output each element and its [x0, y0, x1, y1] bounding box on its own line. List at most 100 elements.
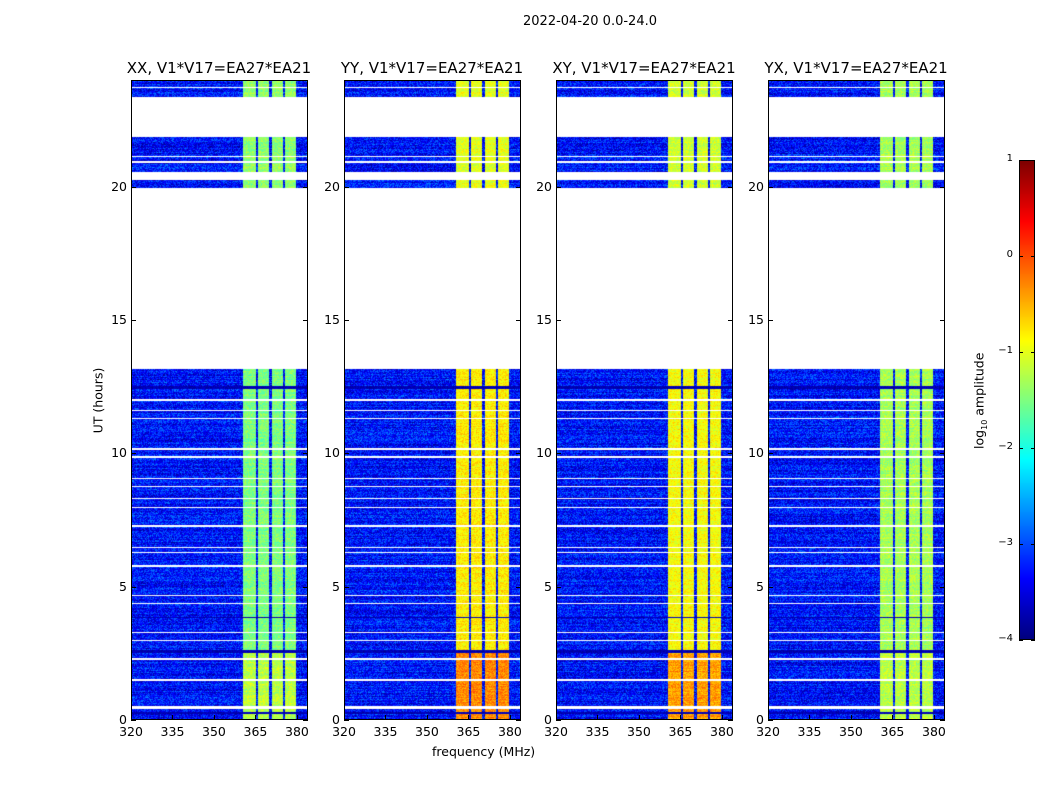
x-tick-label: 380: [285, 724, 309, 739]
y-tick-label: 10: [748, 445, 764, 461]
colorbar-label: log10 amplitude: [971, 346, 989, 456]
x-tick-label: 365: [880, 724, 905, 739]
y-tick-label: 20: [111, 178, 127, 194]
x-tick-label: 320: [544, 724, 568, 739]
y-tick-mark: [768, 320, 773, 321]
colorbar-label-base: 10: [979, 419, 989, 430]
x-tick-label: 380: [922, 724, 946, 739]
y-tick-mark: [728, 453, 733, 455]
colorbar-tick-mark: [1031, 544, 1035, 545]
y-tick-mark: [940, 720, 945, 721]
x-tick-mark: [468, 715, 470, 720]
x-tick-mark: [296, 715, 298, 720]
colorbar-tick-label: −1: [998, 345, 1013, 356]
x-tick-mark: [344, 715, 345, 720]
panel-title: YX, V1*V17=EA27*EA21: [764, 59, 948, 77]
x-tick-mark: [638, 715, 640, 720]
y-tick-label: 10: [111, 445, 127, 461]
colorbar-tick-label: −4: [998, 633, 1013, 644]
y-tick-label: 5: [332, 578, 340, 594]
y-tick-mark: [556, 720, 561, 721]
x-tick-label: 335: [797, 724, 822, 739]
y-tick-mark: [940, 453, 945, 455]
colorbar-tick-mark: [1019, 256, 1023, 257]
panel-1: [344, 80, 521, 720]
x-tick-mark: [509, 715, 511, 720]
x-tick-mark: [213, 715, 215, 720]
y-tick-mark: [728, 320, 733, 321]
panel-title: XX, V1*V17=EA27*EA21: [126, 59, 312, 77]
y-tick-mark: [556, 320, 561, 321]
colorbar-tick-mark: [1019, 544, 1023, 545]
x-tick-mark: [850, 715, 852, 720]
x-tick-mark: [426, 715, 428, 720]
x-tick-label: 365: [243, 724, 268, 739]
y-tick-mark: [768, 453, 773, 455]
y-tick-mark: [940, 186, 945, 188]
y-tick-label: 0: [756, 712, 764, 727]
x-tick-mark: [933, 715, 935, 720]
x-tick-mark: [768, 715, 769, 720]
x-tick-label: 350: [627, 724, 651, 739]
x-tick-mark: [892, 715, 894, 720]
y-tick-label: 20: [324, 178, 340, 194]
y-tick-mark: [516, 720, 521, 721]
x-tick-mark: [721, 715, 723, 720]
colorbar-tick-mark: [1019, 160, 1023, 161]
y-tick-mark: [344, 453, 349, 455]
y-tick-mark: [303, 186, 308, 188]
y-tick-mark: [940, 320, 945, 321]
x-axis-label: frequency (MHz): [432, 744, 536, 759]
y-tick-mark: [303, 720, 308, 721]
y-tick-label: 0: [544, 712, 552, 727]
x-tick-mark: [809, 715, 811, 720]
y-tick-mark: [131, 586, 136, 588]
colorbar-label-log: log: [971, 429, 987, 449]
y-tick-mark: [556, 453, 561, 455]
y-tick-label: 15: [111, 312, 127, 327]
y-tick-mark: [768, 586, 773, 588]
colorbar-tick-label: 1: [1006, 153, 1013, 164]
colorbar-tick-mark: [1019, 352, 1023, 353]
colorbar-tick-mark: [1031, 352, 1035, 353]
x-tick-label: 350: [839, 724, 863, 739]
y-tick-mark: [344, 320, 349, 321]
panel-2: [556, 80, 733, 720]
colorbar: [1019, 160, 1035, 640]
y-tick-label: 20: [536, 178, 552, 194]
x-tick-label: 350: [415, 724, 439, 739]
y-tick-mark: [516, 586, 521, 588]
x-tick-mark: [556, 715, 557, 720]
y-tick-mark: [131, 320, 136, 321]
panel-title: XY, V1*V17=EA27*EA21: [552, 59, 736, 77]
y-tick-label: 20: [748, 178, 764, 194]
y-tick-mark: [728, 186, 733, 188]
x-tick-mark: [597, 715, 599, 720]
y-tick-mark: [344, 186, 349, 188]
x-tick-label: 335: [585, 724, 610, 739]
y-tick-mark: [768, 720, 773, 721]
heatmap-yy: [345, 81, 520, 719]
y-tick-mark: [303, 320, 308, 321]
y-tick-label: 10: [536, 445, 552, 461]
y-tick-mark: [303, 453, 308, 455]
y-tick-label: 0: [332, 712, 340, 727]
x-tick-label: 320: [756, 724, 780, 739]
y-tick-mark: [516, 186, 521, 188]
panel-0: [131, 80, 308, 720]
x-tick-label: 365: [456, 724, 481, 739]
panel-title: YY, V1*V17=EA27*EA21: [340, 59, 524, 77]
heatmap-xy: [557, 81, 732, 719]
x-tick-mark: [255, 715, 257, 720]
colorbar-tick-mark: [1031, 640, 1035, 641]
y-tick-label: 10: [324, 445, 340, 461]
y-tick-mark: [344, 586, 349, 588]
y-tick-label: 15: [536, 312, 552, 327]
colorbar-tick-mark: [1019, 448, 1023, 449]
y-tick-mark: [344, 720, 349, 721]
x-tick-label: 350: [202, 724, 226, 739]
y-tick-mark: [940, 586, 945, 588]
x-tick-mark: [385, 715, 387, 720]
colorbar-tick-label: 0: [1006, 249, 1013, 260]
